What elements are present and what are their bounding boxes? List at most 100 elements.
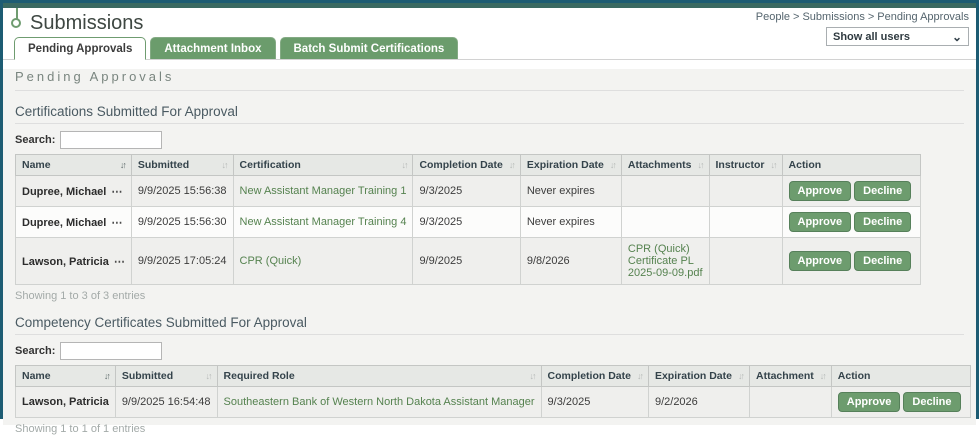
sort-icon: ↓↑ [636, 371, 644, 381]
column-label: Completion Date [419, 159, 503, 171]
approve-button[interactable]: Approve [837, 392, 901, 412]
sort-icon: ↓↑ [401, 160, 408, 170]
connector-line [16, 8, 18, 19]
expiration-cell: 9/8/2026 [519, 237, 622, 285]
column-label: Certification [239, 159, 301, 171]
column-label: Name [22, 159, 51, 171]
sort-icon: ↓↑ [819, 371, 827, 381]
submitted-cell: 9/9/2025 17:05:24 [130, 237, 234, 285]
sort-icon: ↓↑ [609, 160, 617, 170]
row-menu-icon[interactable]: ⋯ [111, 216, 123, 229]
certifications-table-title: Certifications Submitted For Approval [15, 104, 238, 119]
competency-table-footer: Showing 1 to 1 of 1 entries [15, 423, 146, 435]
column-header-attachment[interactable]: Attachment ↓↑ [749, 365, 832, 387]
certification-link[interactable]: CPR (Quick) [239, 255, 302, 267]
column-header-expiration[interactable]: Expiration Date ↓↑ [519, 154, 622, 176]
certification-cell: New Assistant Manager Training 4 [232, 206, 414, 238]
column-header-required_role[interactable]: Required Role ↓↑ [216, 365, 542, 387]
row-menu-icon[interactable]: ⋯ [111, 185, 123, 198]
column-header-submitted[interactable]: Submitted ↓↑ [114, 365, 218, 387]
competency-search: Search: [15, 342, 964, 360]
certifications-table-footer: Showing 1 to 3 of 3 entries [15, 290, 146, 302]
table-header-row: Name ↓↑ Submitted ↓↑ Required Role ↓↑ Completi… [15, 365, 971, 387]
column-label: Attachment [756, 370, 814, 382]
column-label: Required Role [223, 370, 295, 382]
column-header-completion[interactable]: Completion Date ↓↑ [540, 365, 649, 387]
chevron-down-icon: ⌄ [951, 29, 962, 44]
certifications-search: Search: [15, 131, 964, 149]
column-header-name[interactable]: Name ↓↑ [15, 154, 132, 176]
table-row: Lawson, Patricia 9/9/2025 16:54:48 Southea… [15, 386, 971, 418]
competency-table: Name ↓↑ Submitted ↓↑ Required Role ↓↑ Completi… [15, 365, 971, 418]
attachments-cell [620, 175, 710, 207]
column-label: Instructor [715, 159, 765, 171]
name-cell: Dupree, Michael ⋯ [15, 175, 132, 207]
name-cell: Lawson, Patricia ⋯ [15, 237, 132, 285]
column-header-expiration[interactable]: Expiration Date ↓↑ [647, 365, 751, 387]
column-label: Attachments [627, 159, 692, 171]
certification-cell: CPR (Quick) [232, 237, 414, 285]
column-label: Action [788, 159, 822, 171]
column-header-name[interactable]: Name ↓↑ [15, 365, 116, 387]
decline-button[interactable]: Decline [854, 212, 912, 232]
instructor-cell [708, 206, 783, 238]
approve-button[interactable]: Approve [788, 212, 852, 232]
person-name: Lawson, Patricia [22, 255, 109, 268]
breadcrumb-item[interactable]: People [755, 11, 791, 23]
top-accent-bar [3, 3, 976, 8]
column-header-certification[interactable]: Certification ↓↑ [232, 154, 414, 176]
breadcrumb: People > Submissions > Pending Approvals [756, 11, 969, 23]
attachments-link[interactable]: CPR (Quick) Certificate PL 2025-09-09.pd… [627, 243, 703, 279]
person-name: Dupree, Michael [22, 185, 107, 198]
user-filter-value: Show all users [833, 30, 911, 43]
tab-attachment-inbox[interactable]: Attachment Inbox [150, 37, 276, 59]
decline-button[interactable]: Decline [854, 251, 912, 271]
column-header-instructor[interactable]: Instructor ↓↑ [708, 154, 783, 176]
sort-icon: ↓↑ [770, 160, 778, 170]
breadcrumb-separator: > [867, 11, 875, 23]
completion-cell: 9/3/2025 [540, 386, 649, 418]
attachments-cell: CPR (Quick) Certificate PL 2025-09-09.pd… [620, 237, 710, 285]
column-header-attachments[interactable]: Attachments ↓↑ [620, 154, 710, 176]
required_role-cell: Southeastern Bank of Western North Dakot… [216, 386, 542, 418]
table-header-row: Name ↓↑ Submitted ↓↑ Certification ↓↑ Completi… [15, 154, 922, 176]
tab-pending-approvals[interactable]: Pending Approvals [14, 37, 147, 60]
page-header: Submissions People > Submissions > Pending A… [3, 8, 976, 60]
breadcrumb-item[interactable]: Submissions [802, 11, 865, 23]
column-label: Action [837, 370, 871, 382]
user-filter-select[interactable]: Show all users ⌄ [826, 27, 969, 46]
certifications-table: Name ↓↑ Submitted ↓↑ Certification ↓↑ Completi… [15, 154, 922, 285]
expiration-cell: Never expires [519, 175, 622, 207]
content-panel: Pending Approvals Certifications Submitt… [3, 69, 976, 435]
sort-icon: ↓↑ [508, 160, 516, 170]
certifications-search-input[interactable] [60, 131, 163, 149]
action-cell: Approve Decline [781, 175, 922, 207]
decline-button[interactable]: Decline [854, 181, 912, 201]
sort-icon: ↓↑ [205, 371, 213, 381]
expiration-cell: Never expires [519, 206, 622, 238]
column-label: Expiration Date [526, 159, 604, 171]
page-title: Submissions [30, 12, 144, 34]
column-header-completion[interactable]: Completion Date ↓↑ [412, 154, 521, 176]
completion-cell: 9/3/2025 [412, 206, 521, 238]
certification-link[interactable]: New Assistant Manager Training 1 [239, 185, 407, 197]
column-header-submitted[interactable]: Submitted ↓↑ [130, 154, 234, 176]
search-label: Search: [15, 345, 56, 357]
submitted-cell: 9/9/2025 15:56:30 [130, 206, 234, 238]
approve-button[interactable]: Approve [788, 251, 852, 271]
sort-icon: ↓↑ [103, 371, 111, 381]
row-menu-icon[interactable]: ⋯ [113, 255, 125, 268]
tab-bar: Pending Approvals Attachment Inbox Batch… [14, 37, 459, 60]
column-label: Expiration Date [654, 370, 732, 382]
tab-batch-submit-certifications[interactable]: Batch Submit Certifications [279, 37, 459, 59]
certification-link[interactable]: New Assistant Manager Training 4 [239, 216, 407, 228]
approve-button[interactable]: Approve [788, 181, 852, 201]
breadcrumb-item[interactable]: Pending Approvals [877, 11, 969, 23]
competency-table-title: Competency Certificates Submitted For Ap… [15, 315, 307, 330]
competency-search-input[interactable] [60, 342, 163, 360]
sort-icon: ↓↑ [529, 371, 537, 381]
completion-cell: 9/3/2025 [412, 175, 521, 207]
decline-button[interactable]: Decline [903, 392, 961, 412]
submitted-cell: 9/9/2025 15:56:38 [130, 175, 234, 207]
required_role-link[interactable]: Southeastern Bank of Western North Dakot… [223, 396, 535, 408]
